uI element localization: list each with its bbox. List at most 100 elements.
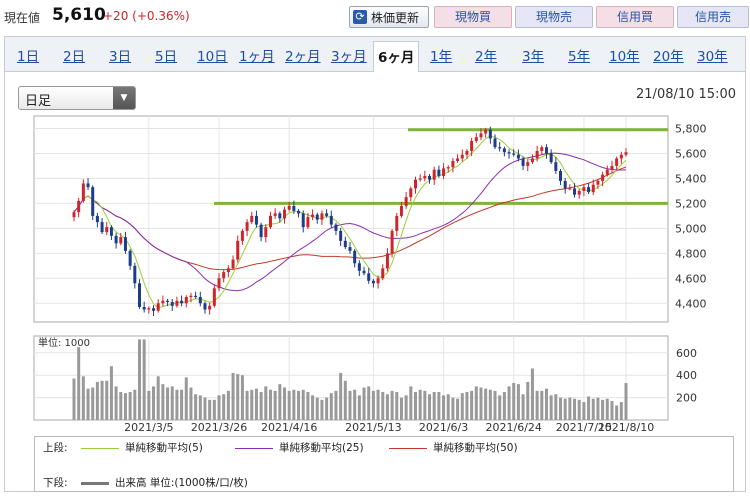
quote-header: 現在値 5,610 +20 (+0.36%) ⟳ 株価更新 現物買 現物売 信用… [0,0,750,34]
volume-bar [399,397,403,420]
tab-5d[interactable]: 5日 [155,49,178,65]
tab-5y[interactable]: 5年 [568,49,591,65]
volume-bar [357,395,361,420]
volume-bar [362,387,366,420]
legend-sma50-swatch [389,447,427,449]
volume-bar [278,384,282,420]
candle-body [521,158,525,166]
volume-bar [456,398,460,420]
tab-2y[interactable]: 2年 [475,49,498,65]
volume-bar [591,398,595,420]
volume-bar [283,387,287,420]
candle-body [254,215,258,225]
volume-bar [297,390,301,420]
candle-body [615,158,619,166]
volume-bar [254,388,258,420]
volume-bar [428,394,432,420]
refresh-price-button[interactable]: ⟳ 株価更新 [349,6,429,28]
price-panel [33,115,669,323]
candle-body [596,180,600,185]
volume-bar [521,394,525,420]
margin-buy-button[interactable]: 信用買 [596,6,674,28]
candle-body [161,300,165,304]
volume-bar [493,390,497,420]
candle-body [413,179,417,189]
price-tick-label: 5,600 [675,147,707,160]
volume-bar [236,374,240,420]
volume-bar [161,384,165,420]
cash-buy-button[interactable]: 現物買 [434,6,512,28]
volume-bar [109,366,113,420]
candle-body [367,273,371,281]
volume-bar [465,392,469,420]
tab-10d[interactable]: 10日 [197,49,228,65]
candle-body [268,215,272,228]
margin-sell-button[interactable]: 信用売 [677,6,749,28]
volume-bar [460,393,464,420]
candle-body [189,295,193,298]
refresh-price-label: 株価更新 [371,11,420,25]
volume-bar [605,398,609,420]
current-price-value: 5,610 [52,5,106,25]
tab-20y[interactable]: 20年 [653,49,684,65]
tab-1m[interactable]: 1ヶ月 [239,49,275,65]
volume-bar [367,386,371,420]
candle-body [194,295,198,298]
volume-bar [137,339,141,420]
legend-sma25-label: 単純移動平均(25) [279,442,364,454]
candle-body [409,188,413,198]
tab-1d[interactable]: 1日 [17,49,40,65]
candle-body [399,205,403,216]
volume-bar [512,383,516,420]
tab-2m[interactable]: 2ヶ月 [285,49,321,65]
candle-body [404,197,408,206]
x-tick-label: 2021/6/24 [486,421,542,434]
volume-bar [147,390,151,420]
legend-upper-label: 上段: [43,442,68,454]
candle-body [259,224,263,238]
legend-sma25-swatch [235,447,273,449]
candle-body [184,297,188,304]
volume-bar [86,388,90,420]
candle-body [128,250,132,266]
volume-bar [601,399,605,420]
tab-3y[interactable]: 3年 [522,49,545,65]
candle-body [568,188,572,190]
candle-body [170,302,174,306]
volume-bar [432,392,436,420]
candle-body [306,217,310,228]
candle-body [152,308,156,311]
volume-bar [596,397,600,420]
cash-sell-button[interactable]: 現物売 [515,6,593,28]
volume-bar [203,397,207,420]
tab-3m[interactable]: 3ヶ月 [331,49,367,65]
tab-10y[interactable]: 10年 [609,49,640,65]
price-tick-label: 5,800 [675,122,707,135]
volume-bar [198,395,202,420]
tab-30y[interactable]: 30年 [697,49,728,65]
tab-2d[interactable]: 2日 [63,49,86,65]
volume-bar [114,386,118,420]
candle-body [530,158,534,163]
volume-bar [259,392,263,420]
price-tick-label: 4,400 [675,297,707,310]
candle-body [77,200,81,213]
volume-bar [376,389,380,420]
interval-select[interactable]: 日足 ▼ [18,86,136,110]
tab-1y[interactable]: 1年 [430,49,453,65]
tab-6m[interactable]: 6ヶ月 [373,41,420,73]
candle-body [315,214,319,220]
volume-bar [287,390,291,420]
candle-body [502,148,506,153]
candle-body [428,175,432,180]
tab-3d[interactable]: 3日 [109,49,132,65]
candle-body [133,265,137,284]
candle-body [240,230,244,241]
candle-body [498,147,502,149]
volume-bar [395,392,399,420]
volume-bar [544,388,548,420]
volume-bar [306,392,310,420]
candle-body [264,227,268,238]
price-tick-label: 5,200 [675,197,707,210]
volume-bar [615,405,619,420]
